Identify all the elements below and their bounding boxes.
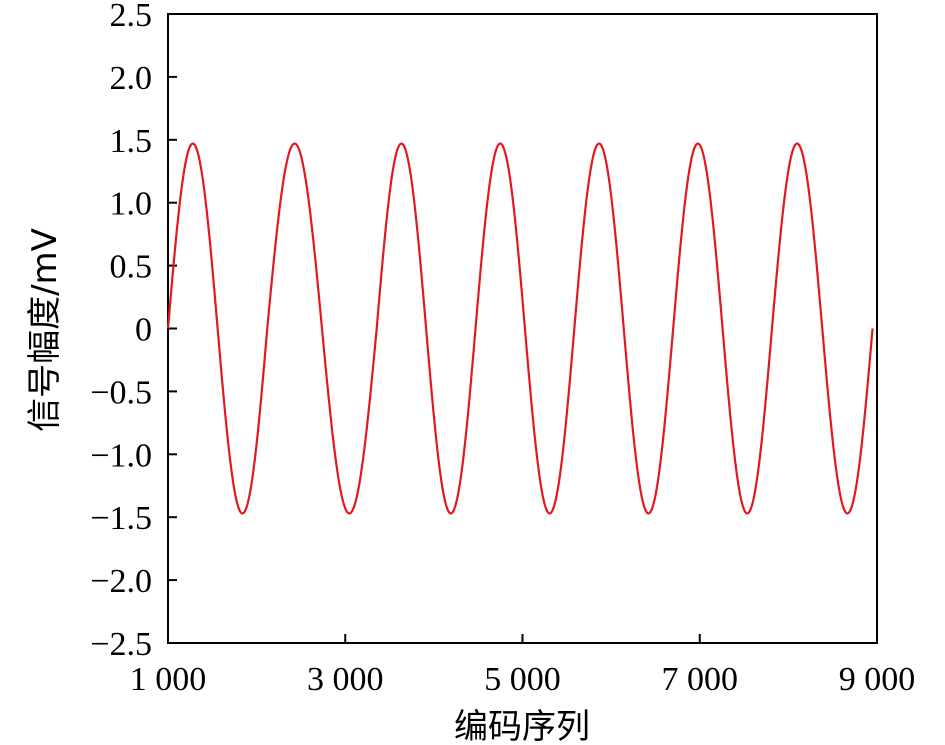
y-tick-label: 0 <box>135 312 152 349</box>
plot-frame <box>167 13 878 644</box>
y-tick-label: −2.5 <box>90 626 152 663</box>
y-axis-tick-labels: 2.5 2.0 1.5 1.0 0.5 0 −0.5 −1.0 −1.5 −2.0 −2.5 <box>90 0 152 663</box>
x-axis-tick-labels: 1 000 3 000 5 000 7 000 9 000 <box>130 661 916 698</box>
plot-area <box>166 13 878 644</box>
x-axis-label: 编码序列 <box>454 707 590 745</box>
y-tick-label: 1.0 <box>110 186 153 223</box>
x-axis-ticks <box>167 634 878 643</box>
y-tick-label: 2.0 <box>110 60 153 97</box>
y-axis-ticks <box>168 13 177 644</box>
y-tick-label: 2.5 <box>110 0 153 34</box>
y-tick-label: −0.5 <box>90 374 152 411</box>
y-tick-label: −2.0 <box>90 563 152 600</box>
x-tick-label: 3 000 <box>307 661 384 698</box>
x-tick-label: 7 000 <box>662 661 739 698</box>
y-tick-label: 1.5 <box>110 123 153 160</box>
x-tick-label: 9 000 <box>839 661 916 698</box>
y-tick-label: −1.0 <box>90 437 152 474</box>
y-tick-label: 0.5 <box>110 249 153 286</box>
y-axis-label: 信号幅度/mV <box>25 228 65 432</box>
x-tick-label: 1 000 <box>130 661 207 698</box>
y-tick-label: −1.5 <box>90 500 152 537</box>
signal-series-line <box>166 142 874 515</box>
x-tick-label: 5 000 <box>484 661 561 698</box>
